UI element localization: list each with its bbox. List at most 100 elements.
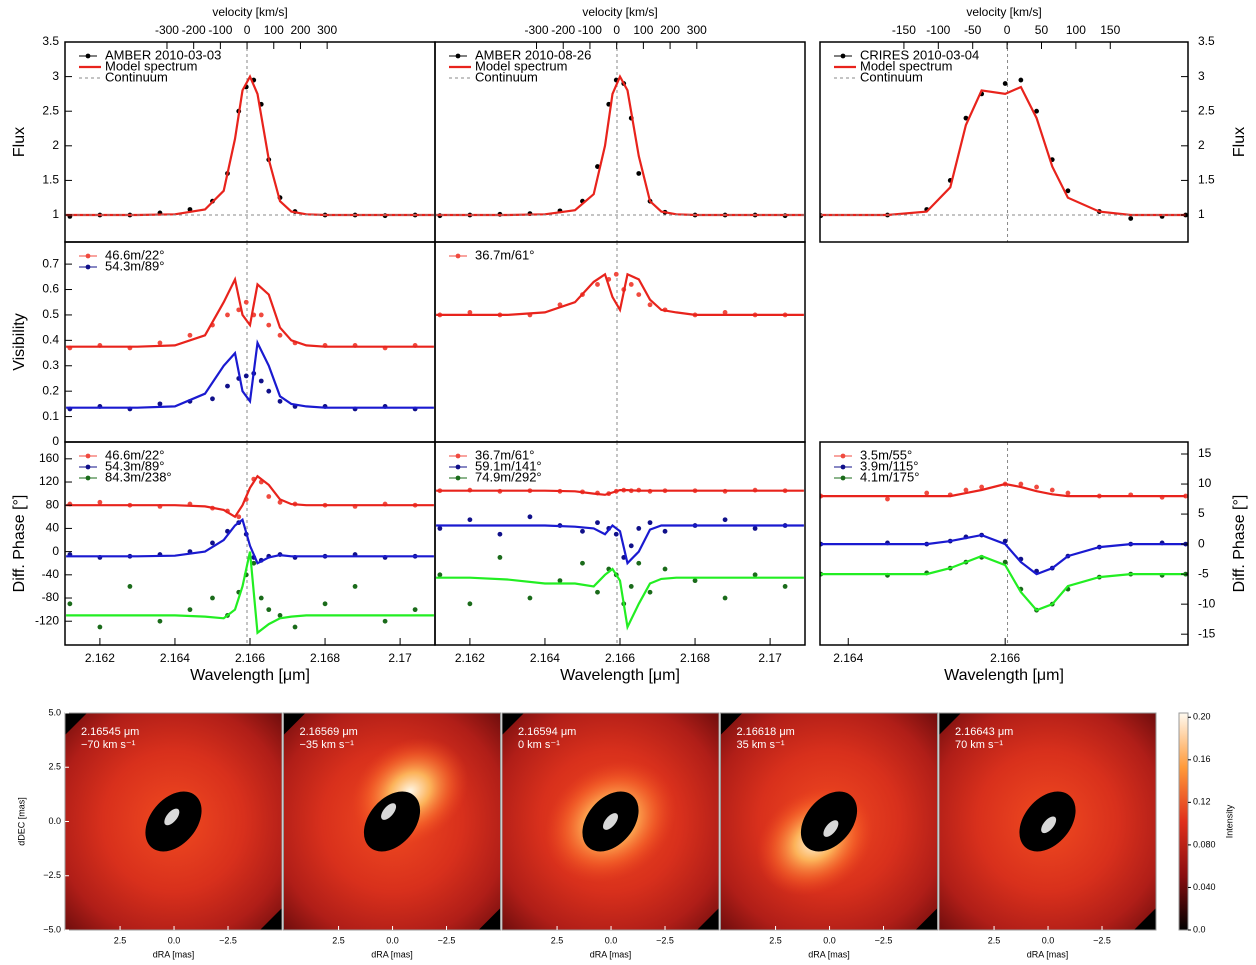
legend-label: 84.3m/238° (105, 469, 172, 484)
data-point (467, 601, 473, 607)
data-point (1018, 481, 1024, 487)
x2-tick-label: 150 (1100, 23, 1120, 37)
legend-label: Model spectrum (860, 58, 952, 73)
x-axis-label: dRA [mas] (808, 949, 850, 959)
y-tick-label: 2.5 (1198, 103, 1215, 117)
data-point (467, 309, 473, 315)
data-point (266, 607, 272, 613)
plot-area (820, 442, 1188, 645)
legend-label: 54.3m/89° (105, 258, 164, 273)
x-tick-label: 2.164 (160, 651, 190, 665)
x-axis-label: dRA [mas] (153, 949, 195, 959)
x2-tick-label: 200 (660, 23, 680, 37)
data-point (1065, 490, 1071, 496)
legend-label: CRIRES 2010-03-04 (860, 47, 979, 62)
y-axis-label: dDEC [mas] (16, 797, 26, 846)
x-axis-label: dRA [mas] (371, 949, 413, 959)
legend-symbol (455, 253, 461, 259)
data-point (277, 332, 283, 338)
plot-area (66, 242, 434, 442)
x2-tick-label: 50 (1035, 23, 1049, 37)
x2-tick-label: 0 (244, 23, 251, 37)
x-tick-label: 2.162 (455, 651, 485, 665)
y-tick-label: 1 (1198, 207, 1205, 221)
legend-symbol (85, 53, 91, 59)
data-point (647, 589, 653, 595)
legend-label: Model spectrum (105, 58, 197, 73)
map-frame (283, 712, 501, 931)
map-frame (938, 712, 1157, 931)
map-velocity: 70 km s⁻¹ (955, 739, 1003, 751)
data-point (1065, 188, 1071, 194)
data-point (157, 340, 163, 346)
data-point (266, 388, 272, 394)
data-point (277, 499, 283, 505)
x2-tick-label: 100 (264, 23, 284, 37)
x-axis-label: dRA [mas] (590, 949, 632, 959)
x2-tick-label: -200 (182, 23, 206, 37)
legend-label: 3.9m/115° (860, 458, 918, 473)
x-tick-label: 0.0 (823, 935, 836, 945)
legend-label: 46.6m/22° (105, 247, 164, 262)
legend-label: Model spectrum (475, 58, 567, 73)
data-point (636, 560, 642, 566)
legend-symbol (85, 253, 91, 259)
data-point (277, 613, 283, 618)
colorbar-label: Intensity (1224, 804, 1234, 838)
plot-area (820, 42, 1188, 242)
plot-area (66, 442, 434, 645)
model-line (66, 339, 434, 409)
map-image (283, 713, 501, 930)
x-tick-label: 2.5 (332, 935, 345, 945)
x-tick-label: 2.5 (551, 935, 564, 945)
y-tick-label: 5 (1198, 506, 1205, 520)
data-point (258, 595, 264, 601)
data-point (225, 383, 230, 389)
y-tick-label: -15 (1198, 626, 1216, 640)
plot-area (65, 42, 435, 242)
data-point (97, 624, 103, 630)
x-axis-label: Wavelength [μm] (190, 667, 310, 684)
data-point (266, 322, 272, 328)
data-point (352, 584, 358, 589)
data-point (497, 531, 503, 537)
x-tick-label: 2.5 (114, 935, 127, 945)
colorbar-tick-label: 0.0 (1193, 924, 1206, 934)
y-tick-label: -120 (35, 613, 59, 627)
model-line (436, 567, 804, 631)
inner-emission (1041, 816, 1057, 834)
legend-label: 4.1m/175° (860, 469, 919, 484)
model-line (820, 85, 1186, 217)
data-point (497, 555, 503, 560)
map-wavelength: 2.16569 μm (300, 726, 358, 738)
data-point (636, 171, 642, 176)
y-tick-label: 0.3 (42, 358, 59, 372)
inner-emission (603, 813, 618, 830)
y-tick-label: -5 (1198, 566, 1209, 580)
data-point (557, 578, 563, 584)
data-point (258, 378, 264, 384)
data-point (1002, 538, 1008, 544)
model-line (820, 554, 1186, 612)
data-point (258, 312, 264, 318)
data-point (722, 309, 728, 315)
x-tick-label: 0.0 (386, 935, 399, 945)
map-velocity: −35 km s⁻¹ (300, 739, 355, 751)
colorbar-tick-label: 0.080 (1193, 839, 1216, 849)
plot-frame (819, 41, 1189, 243)
y-tick-label: 0 (52, 544, 59, 558)
data-point (243, 373, 249, 379)
y-tick-label: 2 (52, 138, 59, 152)
legend-label: 74.9m/292° (475, 469, 542, 484)
x-tick-label: −2.5 (438, 935, 456, 945)
legend-symbol (85, 464, 91, 470)
map-wavelength: 2.16643 μm (955, 726, 1013, 738)
y-tick-label: −2.5 (43, 870, 61, 880)
y-tick-label: 1 (52, 207, 59, 221)
y-tick-label: 0.7 (42, 256, 59, 270)
y-tick-label: 3 (52, 69, 59, 83)
y-tick-label: 80 (46, 497, 60, 511)
x2-tick-label: -100 (578, 23, 602, 37)
legend-label: Continuum (475, 69, 538, 84)
